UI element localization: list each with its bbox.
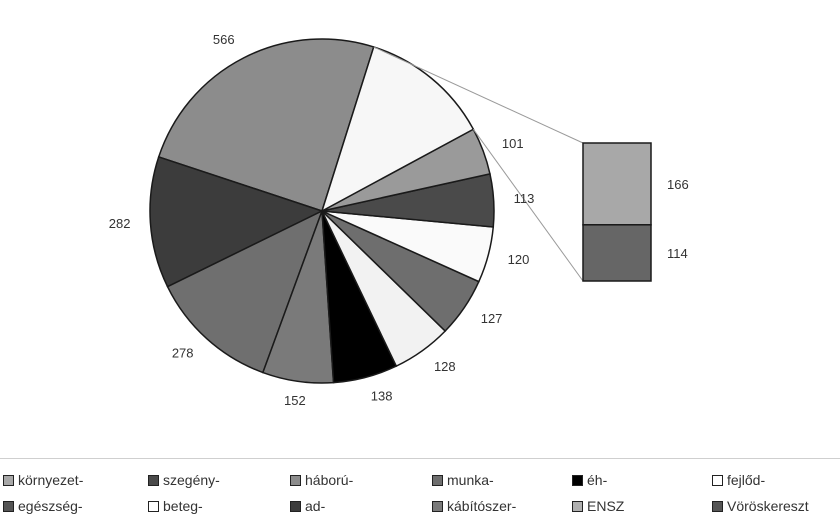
legend-item: éh- [572,472,607,488]
legend-swatch [290,501,301,512]
legend-item: Vöröskereszt [712,498,809,514]
pie-slice-566 [157,38,375,212]
legend-label: fejlőd- [727,472,766,488]
legend-label: ad- [305,498,326,514]
breakout-label: 166 [667,177,689,192]
breakout-segment-114 [582,224,652,282]
slice-label: 282 [109,216,131,231]
breakout-label: 114 [667,246,688,261]
legend-label: éh- [587,472,608,488]
legend-label: beteg- [163,498,203,514]
legend-swatch [3,501,14,512]
legend: környezet-szegény-háború-munka-éh-fejlőd… [0,458,840,524]
slice-label: 152 [284,393,306,408]
slice-label: 127 [481,311,503,326]
connector-line [472,128,584,282]
legend-item: fejlőd- [712,472,765,488]
legend-item: ENSZ [572,498,624,514]
legend-item: egészség- [3,498,83,514]
legend-swatch [3,475,14,486]
legend-item: háború- [290,472,353,488]
connector-line [373,46,584,144]
slice-label: 566 [213,32,235,47]
legend-label: kábítószer- [447,498,517,514]
legend-item: szegény- [148,472,220,488]
legend-label: háború- [305,472,354,488]
legend-label: Vöröskereszt [727,498,809,514]
legend-label: munka- [447,472,494,488]
pie-slices [149,38,495,384]
legend-swatch [712,475,723,486]
pie-slice-282 [149,155,324,288]
legend-swatch [572,501,583,512]
legend-swatch [148,475,159,486]
legend-swatch [432,475,443,486]
legend-label: ENSZ [587,498,625,514]
pie-slice-278 [166,209,324,374]
breakout-connectors [373,46,584,282]
slice-label: 138 [371,389,393,404]
legend-swatch [148,501,159,512]
legend-swatch [432,501,443,512]
legend-swatch [290,475,301,486]
legend-item: kábítószer- [432,498,516,514]
legend-swatch [712,501,723,512]
legend-label: egészség- [18,498,83,514]
legend-item: munka- [432,472,494,488]
slice-label: 113 [514,191,535,206]
legend-item: beteg- [148,498,203,514]
slice-label: 128 [434,359,456,374]
breakout-segment-166 [582,142,652,226]
legend-label: környezet- [18,472,84,488]
pie-slice-other [320,46,475,213]
slice-labels: 566 282 278 152 138 128 127 120 113 101 [109,32,535,408]
legend-item: ad- [290,498,325,514]
slice-label: 120 [508,252,530,267]
legend-item: környezet- [3,472,83,488]
slice-label: 278 [172,346,194,361]
pie-chart: 166 114 566 282 278 152 138 128 127 120 113 101 [109,32,689,408]
breakout-bar: 166 114 [582,142,689,282]
legend-swatch [572,475,583,486]
slice-label: 101 [502,136,524,151]
legend-label: szegény- [163,472,220,488]
